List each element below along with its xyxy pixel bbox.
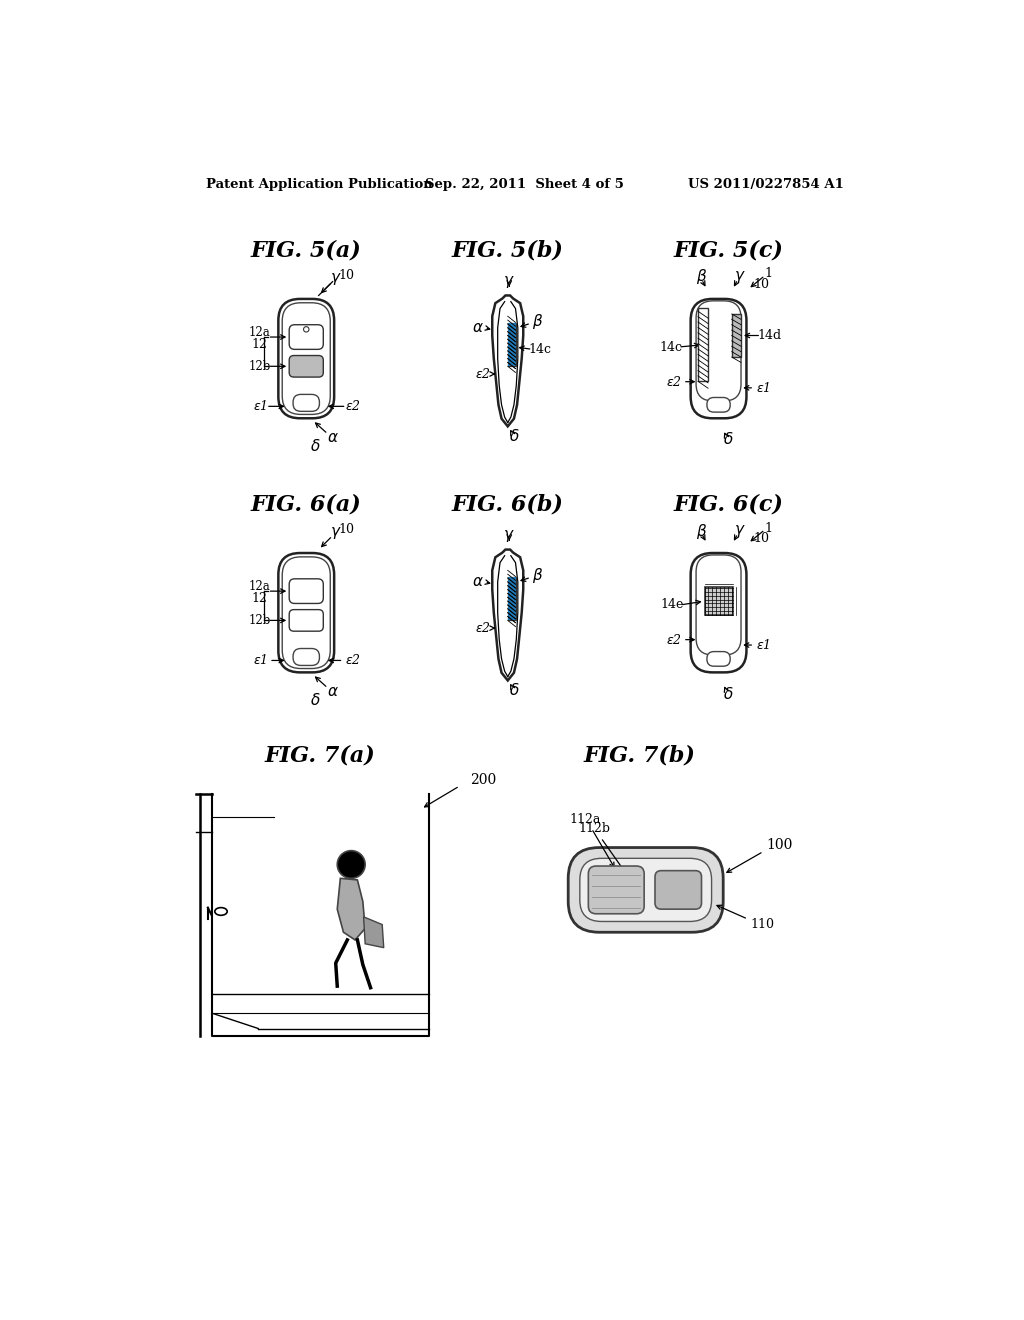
Text: 200: 200 xyxy=(470,772,496,787)
Text: 12: 12 xyxy=(252,338,267,351)
Text: $\beta$: $\beta$ xyxy=(531,566,543,585)
FancyBboxPatch shape xyxy=(696,301,741,401)
FancyBboxPatch shape xyxy=(580,858,712,921)
Text: $\varepsilon$1: $\varepsilon$1 xyxy=(757,638,771,652)
FancyBboxPatch shape xyxy=(289,355,324,378)
FancyBboxPatch shape xyxy=(707,652,730,667)
Text: FIG. 6(a): FIG. 6(a) xyxy=(251,494,361,516)
Text: $\varepsilon$2: $\varepsilon$2 xyxy=(345,400,360,413)
Text: $\varepsilon$2: $\varepsilon$2 xyxy=(666,632,682,647)
Text: 12a: 12a xyxy=(249,326,270,339)
FancyBboxPatch shape xyxy=(283,302,331,414)
Text: $\varepsilon$2: $\varepsilon$2 xyxy=(475,622,490,635)
Text: $\gamma$: $\gamma$ xyxy=(330,525,342,541)
Text: FIG. 5(b): FIG. 5(b) xyxy=(452,240,563,261)
FancyBboxPatch shape xyxy=(690,298,746,418)
FancyBboxPatch shape xyxy=(289,610,324,631)
Text: 10: 10 xyxy=(754,279,769,292)
Text: $\alpha$: $\alpha$ xyxy=(472,576,484,589)
FancyBboxPatch shape xyxy=(589,866,644,913)
Text: FIG. 7(b): FIG. 7(b) xyxy=(584,744,695,766)
Text: 12b: 12b xyxy=(249,360,271,372)
FancyBboxPatch shape xyxy=(279,298,334,418)
Text: $\alpha$: $\alpha$ xyxy=(328,430,339,445)
Text: $\alpha$: $\alpha$ xyxy=(328,685,339,700)
Polygon shape xyxy=(493,549,523,681)
Text: $\gamma$: $\gamma$ xyxy=(734,523,746,539)
FancyBboxPatch shape xyxy=(293,648,319,665)
Polygon shape xyxy=(493,296,523,426)
Text: 12: 12 xyxy=(252,593,267,606)
Text: $\delta$: $\delta$ xyxy=(310,438,321,454)
Text: 1: 1 xyxy=(765,521,773,535)
Text: 10: 10 xyxy=(339,523,354,536)
FancyBboxPatch shape xyxy=(289,325,324,350)
Text: 110: 110 xyxy=(750,917,774,931)
Circle shape xyxy=(337,850,366,878)
Bar xyxy=(705,587,732,615)
Text: 14e: 14e xyxy=(660,598,684,611)
Text: FIG. 6(b): FIG. 6(b) xyxy=(452,494,563,516)
Text: $\delta$: $\delta$ xyxy=(723,432,733,447)
FancyBboxPatch shape xyxy=(279,553,334,672)
Text: $\beta$: $\beta$ xyxy=(531,312,543,331)
Text: Patent Application Publication: Patent Application Publication xyxy=(206,178,432,190)
FancyBboxPatch shape xyxy=(696,554,741,655)
FancyBboxPatch shape xyxy=(293,395,319,412)
Text: $\alpha$: $\alpha$ xyxy=(472,321,484,335)
FancyBboxPatch shape xyxy=(283,557,331,668)
FancyBboxPatch shape xyxy=(655,871,701,909)
Text: FIG. 7(a): FIG. 7(a) xyxy=(265,744,376,766)
Text: 100: 100 xyxy=(766,838,793,853)
Text: FIG. 5(a): FIG. 5(a) xyxy=(251,240,361,261)
Text: 12b: 12b xyxy=(249,614,271,627)
Text: 10: 10 xyxy=(339,269,354,282)
Text: $\varepsilon$1: $\varepsilon$1 xyxy=(757,381,771,395)
Text: $\gamma$: $\gamma$ xyxy=(734,269,746,285)
Text: $\delta$: $\delta$ xyxy=(509,681,519,698)
Text: $\gamma$: $\gamma$ xyxy=(504,273,515,289)
FancyBboxPatch shape xyxy=(568,847,723,932)
Bar xyxy=(508,577,515,620)
Text: FIG. 5(c): FIG. 5(c) xyxy=(674,240,783,261)
Bar xyxy=(732,314,741,358)
Text: $\varepsilon$2: $\varepsilon$2 xyxy=(345,653,360,668)
Bar xyxy=(508,323,515,367)
Text: 14c: 14c xyxy=(659,341,682,354)
Text: 1: 1 xyxy=(765,268,773,280)
FancyBboxPatch shape xyxy=(690,553,746,672)
Text: $\varepsilon$1: $\varepsilon$1 xyxy=(253,400,267,413)
Text: 10: 10 xyxy=(754,532,769,545)
Text: $\varepsilon$1: $\varepsilon$1 xyxy=(253,653,267,668)
Polygon shape xyxy=(337,878,366,940)
Text: $\varepsilon$2: $\varepsilon$2 xyxy=(475,367,490,381)
Text: FIG. 6(c): FIG. 6(c) xyxy=(674,494,783,516)
Text: 112a: 112a xyxy=(569,813,601,825)
Text: $\gamma$: $\gamma$ xyxy=(330,272,342,288)
Text: $\delta$: $\delta$ xyxy=(723,685,733,701)
Text: $\beta$: $\beta$ xyxy=(696,268,708,286)
Text: 14c: 14c xyxy=(528,343,552,356)
Text: US 2011/0227854 A1: US 2011/0227854 A1 xyxy=(688,178,844,190)
Text: $\gamma$: $\gamma$ xyxy=(504,528,515,544)
FancyBboxPatch shape xyxy=(707,397,730,412)
Text: $\delta$: $\delta$ xyxy=(509,428,519,444)
Text: $\varepsilon$2: $\varepsilon$2 xyxy=(666,375,682,388)
Text: 112b: 112b xyxy=(579,822,610,834)
Bar xyxy=(508,323,515,367)
FancyBboxPatch shape xyxy=(289,579,324,603)
Bar xyxy=(508,577,515,620)
Bar xyxy=(698,308,708,381)
Text: Sep. 22, 2011  Sheet 4 of 5: Sep. 22, 2011 Sheet 4 of 5 xyxy=(425,178,625,190)
Text: $\beta$: $\beta$ xyxy=(696,521,708,541)
Text: $\delta$: $\delta$ xyxy=(310,692,321,708)
Text: 14d: 14d xyxy=(758,329,781,342)
Polygon shape xyxy=(364,917,384,948)
Text: 12a: 12a xyxy=(249,579,270,593)
